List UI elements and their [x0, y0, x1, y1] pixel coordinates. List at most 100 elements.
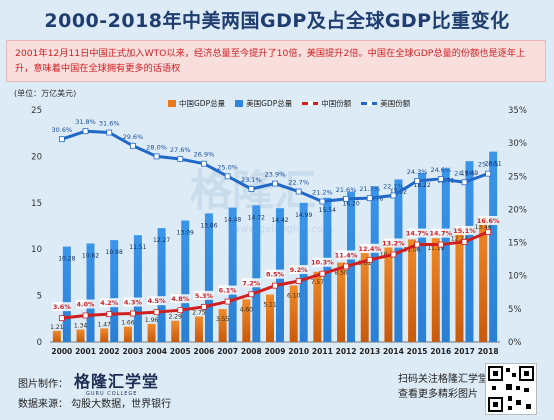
bar-label-us-gdp: 15.54 — [319, 207, 336, 214]
bar-label-cn-gdp: 3.55 — [216, 316, 230, 323]
bar-us-gdp — [418, 172, 427, 342]
point-cn-share — [58, 315, 65, 322]
bar-label-cn-gdp: 2.75 — [192, 309, 206, 316]
scan-text: 扫码关注格隆汇学堂 — [398, 374, 488, 385]
bar-us-gdp — [157, 228, 166, 342]
legend-swatch-cn-share — [302, 100, 319, 106]
bar-us-gdp — [323, 197, 332, 342]
left-tick-label: 25 — [31, 106, 42, 116]
bar-label-cn-gdp: 1.47 — [98, 321, 112, 328]
share-label-cn: 15.1% — [453, 227, 476, 235]
bar-label-us-gdp: 11.51 — [129, 244, 146, 251]
bar-cn-gdp — [455, 228, 464, 342]
bar-label-us-gdp: 20.51 — [485, 161, 502, 168]
share-label-cn-bg — [170, 294, 190, 304]
point-cn-share — [414, 241, 421, 248]
share-label-cn: 4.5% — [148, 297, 167, 305]
point-cn-share — [129, 310, 136, 317]
point-cn-share — [461, 239, 468, 245]
legend-label-cn-gdp: 中国GDP总量 — [179, 99, 226, 108]
x-tick-label: 2016 — [430, 347, 451, 356]
left-tick-label: 10 — [31, 245, 42, 255]
share-label-cn-bg — [194, 290, 214, 300]
footer-right: 扫码关注格隆汇学堂 查看更多精彩图片 — [398, 372, 488, 402]
point-cn-share — [319, 270, 326, 277]
right-tick-label: 25% — [508, 172, 527, 182]
chart-legend: 中国GDP总量 美国GDP总量 中国份额 美国份额 — [168, 98, 410, 109]
bar-label-cn-gdp: 7.57 — [311, 279, 325, 286]
bar-us-gdp — [252, 205, 261, 342]
bar-cn-gdp — [289, 285, 298, 342]
legend-label-cn-share: 中国份额 — [321, 99, 352, 108]
qr-code[interactable] — [485, 363, 537, 415]
share-label-cn-bg — [360, 243, 380, 253]
right-tick-label: 10% — [508, 272, 527, 282]
x-tick-label: 2014 — [383, 347, 404, 356]
bar-label-cn-gdp: 4.60 — [240, 306, 254, 313]
share-label-cn: 3.6% — [53, 303, 72, 311]
share-label-cn-bg — [218, 285, 238, 295]
share-label-cn: 7.2% — [242, 279, 261, 287]
share-label-us: 24.3% — [407, 168, 428, 176]
bar-label-cn-gdp: 6.10 — [287, 292, 301, 299]
x-tick-label: 2018 — [478, 347, 499, 356]
bar-label-us-gdp: 10.98 — [106, 249, 123, 256]
x-tick-label: 2005 — [170, 347, 191, 356]
x-tick-label: 2006 — [194, 347, 215, 356]
point-us-share — [153, 153, 160, 160]
bar-cn-gdp — [242, 299, 251, 342]
legend-item-us-share: 美国份额 — [361, 98, 410, 109]
point-us-share — [390, 192, 397, 199]
bar-label-cn-gdp: 11.06 — [404, 246, 421, 253]
bar-us-gdp — [228, 207, 237, 342]
bar-us-gdp — [394, 179, 403, 342]
x-tick-label: 2007 — [217, 347, 238, 356]
bar-cn-gdp — [147, 323, 156, 342]
point-us-share — [366, 195, 373, 202]
bar-label-cn-gdp: 13.46 — [475, 224, 492, 231]
share-label-cn-bg — [123, 297, 143, 307]
left-tick-label: 15 — [31, 199, 42, 209]
bar-label-us-gdp: 14.99 — [295, 212, 312, 219]
x-tick-label: 2009 — [265, 347, 286, 356]
bar-label-cn-gdp: 9.61 — [358, 260, 372, 267]
point-us-share — [201, 160, 207, 167]
left-tick-label: 0 — [37, 338, 42, 348]
share-label-cn-bg — [76, 299, 96, 309]
point-us-share — [272, 180, 278, 187]
footer-left: 图片制作： 格隆汇学堂 数据来源： 勾股大数据，世界银行 — [18, 372, 171, 415]
bar-label-us-gdp: 10.28 — [58, 256, 75, 263]
right-tick-label: 20% — [508, 205, 527, 215]
share-label-us: 22.7% — [288, 179, 309, 187]
share-label-us: 24.1% — [454, 169, 475, 177]
point-us-share — [177, 156, 184, 162]
share-label-cn-bg — [336, 250, 356, 260]
unit-label: (单位：万亿美元) — [14, 89, 77, 98]
legend-swatch-us-gdp — [235, 100, 244, 107]
bar-cn-gdp — [171, 320, 180, 342]
share-label-us: 31.6% — [99, 120, 120, 128]
bar-label-cn-gdp: 1.96 — [145, 317, 159, 324]
bar-us-gdp — [86, 243, 95, 342]
share-label-cn: 4.0% — [77, 300, 96, 308]
x-tick-label: 2000 — [51, 347, 72, 356]
share-label-cn: 12.4% — [358, 245, 381, 253]
point-us-share — [437, 176, 444, 182]
share-label-us: 25.0% — [217, 163, 238, 171]
bar-cn-gdp — [194, 316, 203, 342]
bar-cn-gdp — [123, 326, 132, 342]
data-source: 数据来源： 勾股大数据，世界银行 — [18, 399, 172, 410]
bar-label-us-gdp: 14.72 — [248, 214, 265, 221]
point-cn-share — [390, 251, 397, 258]
x-tick-label: 2001 — [75, 347, 96, 356]
x-tick-label: 2012 — [336, 347, 357, 356]
share-label-cn: 14.7% — [430, 230, 453, 238]
bar-us-gdp — [181, 220, 190, 342]
point-us-share — [106, 129, 113, 136]
bar-label-us-gdp: 18.22 — [414, 182, 431, 189]
x-tick-label: 2008 — [241, 347, 262, 356]
point-cn-share — [153, 309, 160, 316]
bar-label-cn-gdp: 12.24 — [451, 235, 468, 242]
share-label-cn: 5.3% — [195, 292, 214, 300]
